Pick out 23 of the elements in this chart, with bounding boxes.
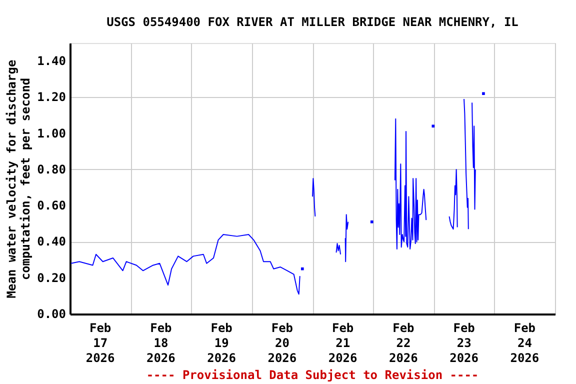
- y-tick-label: 0.40: [37, 234, 66, 249]
- x-tick-label: Feb 18 2026: [146, 321, 176, 365]
- point: [432, 124, 435, 128]
- chart-title: USGS 05549400 FOX RIVER AT MILLER BRIDGE NEAR MCHENRY, IL: [106, 15, 518, 29]
- y-axis-title: Mean water velocity for discharge computation, feet per second: [4, 60, 32, 298]
- y-tick-label: 1.00: [37, 126, 66, 140]
- point: [482, 92, 485, 95]
- y-tick-label: 0.60: [37, 198, 66, 213]
- x-tick-label: Feb 24 2026: [510, 321, 540, 365]
- y-tick-label: 1.20: [37, 90, 66, 104]
- x-tick-label: Feb 17 2026: [86, 321, 115, 365]
- y-tick-label: 0.00: [37, 307, 66, 321]
- x-tick-label: Feb 23 2026: [450, 321, 479, 365]
- x-tick-label: Feb 21 2026: [328, 321, 358, 365]
- point: [300, 267, 304, 270]
- y-tick-label: 1.40: [37, 54, 66, 68]
- text: ---- Provisional Data Subject to Revision ----: [146, 368, 479, 382]
- y-tick-label: 0.20: [37, 270, 66, 285]
- x-tick-label: Feb 19 2026: [207, 321, 236, 365]
- x-tick-label: Feb 22 2026: [388, 321, 418, 365]
- y-tick-label: 0.80: [37, 162, 66, 176]
- point: [370, 220, 374, 224]
- x-tick-label: Feb 20 2026: [268, 321, 297, 365]
